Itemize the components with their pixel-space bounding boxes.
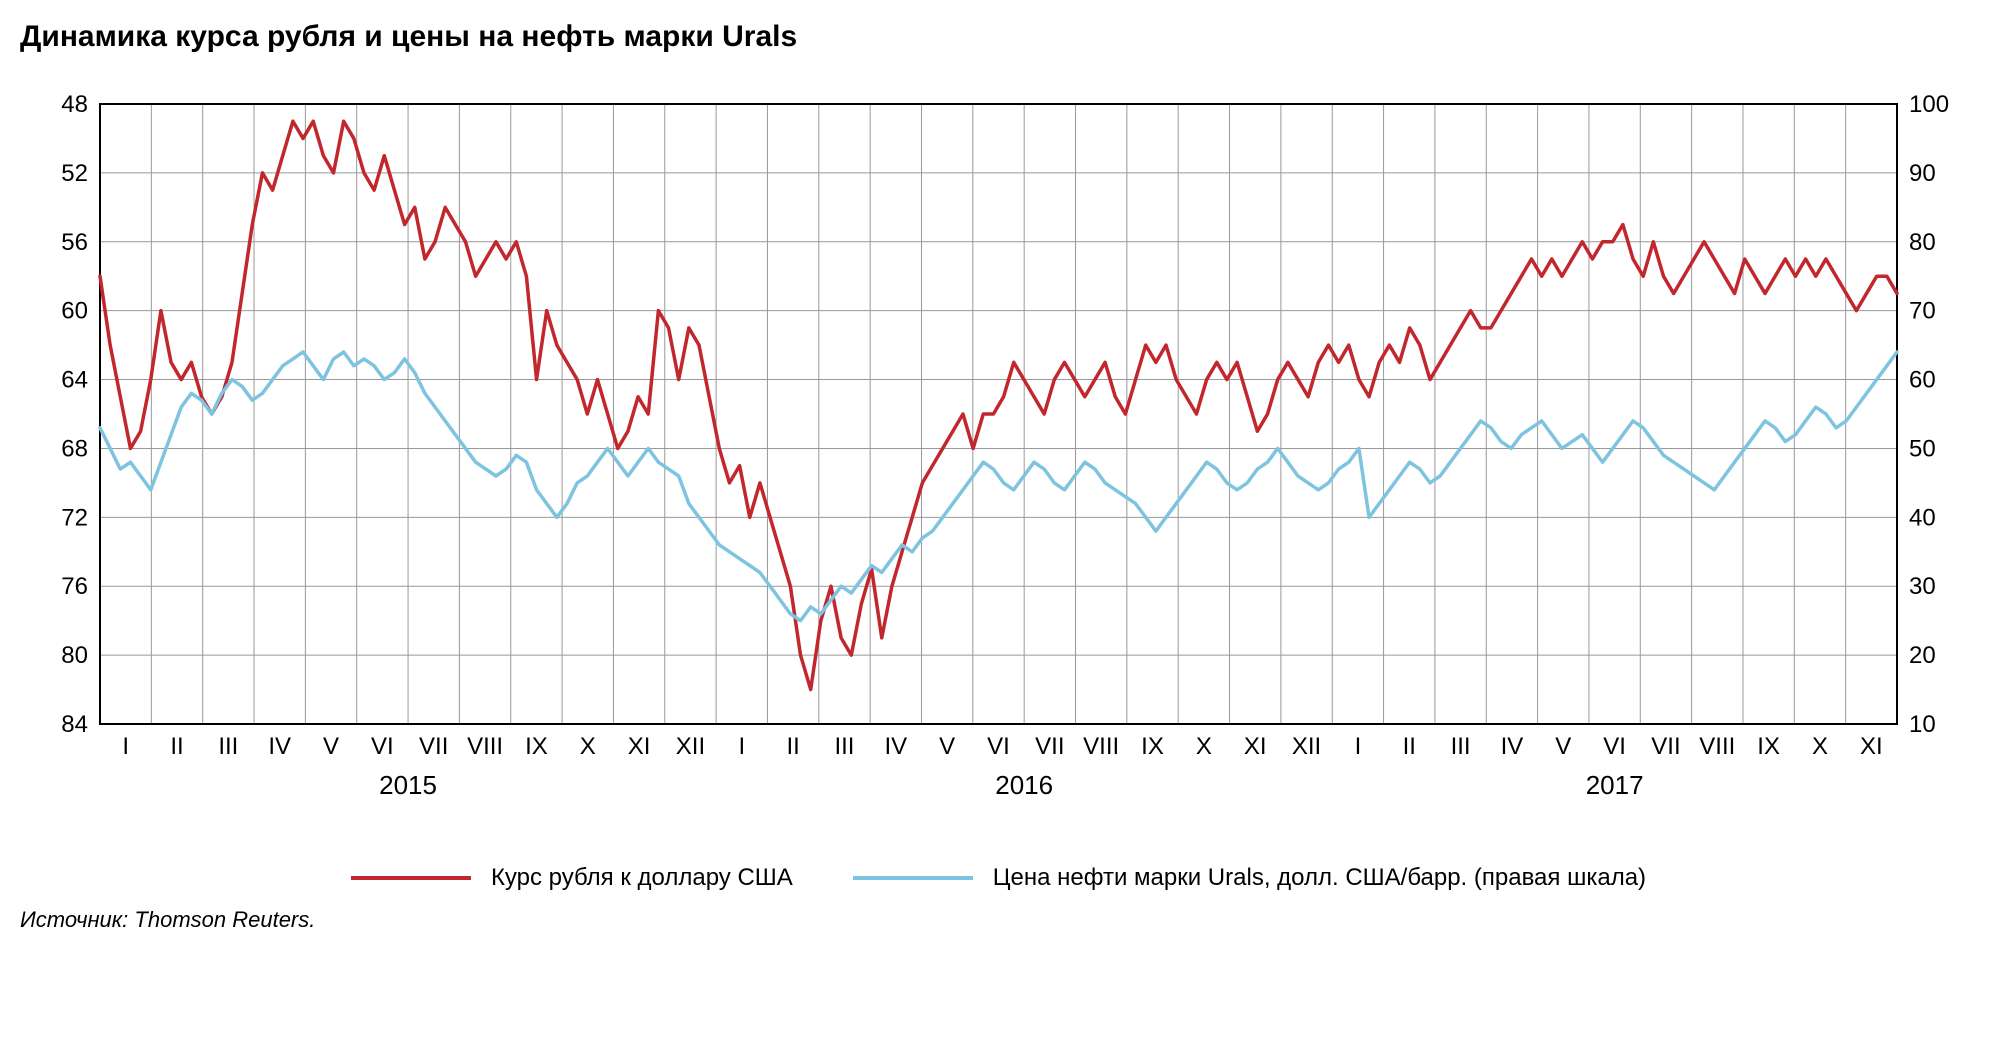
svg-text:V: V <box>939 733 955 760</box>
svg-text:90: 90 <box>1909 160 1936 187</box>
svg-text:IV: IV <box>1501 733 1524 760</box>
svg-text:X: X <box>1812 733 1828 760</box>
svg-text:2016: 2016 <box>995 770 1053 800</box>
svg-text:III: III <box>1451 733 1471 760</box>
legend-label-ruble: Курс рубля к доллару США <box>491 864 793 892</box>
chart-container: Динамика курса рубля и цены на нефть мар… <box>20 20 1977 933</box>
legend-item-ruble: Курс рубля к доллару США <box>351 864 793 892</box>
svg-text:2015: 2015 <box>379 770 437 800</box>
svg-text:XI: XI <box>1860 733 1883 760</box>
svg-text:70: 70 <box>1909 298 1936 325</box>
svg-text:30: 30 <box>1909 573 1936 600</box>
svg-text:II: II <box>786 733 799 760</box>
source-text: Источник: Thomson Reuters. <box>20 907 1977 933</box>
svg-text:IX: IX <box>525 733 548 760</box>
svg-text:I: I <box>122 733 129 760</box>
svg-text:II: II <box>170 733 183 760</box>
svg-text:VII: VII <box>1035 733 1064 760</box>
svg-text:IV: IV <box>268 733 291 760</box>
svg-text:VI: VI <box>987 733 1010 760</box>
svg-text:80: 80 <box>61 642 88 669</box>
svg-text:72: 72 <box>61 504 88 531</box>
legend-label-urals: Цена нефти марки Urals, долл. США/барр. … <box>993 864 1646 892</box>
svg-text:60: 60 <box>61 298 88 325</box>
svg-text:V: V <box>323 733 339 760</box>
svg-text:XI: XI <box>1244 733 1267 760</box>
svg-text:52: 52 <box>61 160 88 187</box>
svg-text:64: 64 <box>61 367 88 394</box>
legend-line-urals <box>853 876 973 880</box>
svg-text:80: 80 <box>1909 229 1936 256</box>
svg-text:20: 20 <box>1909 642 1936 669</box>
legend-line-ruble <box>351 876 471 880</box>
svg-text:XI: XI <box>628 733 651 760</box>
legend-item-urals: Цена нефти марки Urals, долл. США/барр. … <box>853 864 1646 892</box>
svg-text:68: 68 <box>61 435 88 462</box>
svg-text:IX: IX <box>1141 733 1164 760</box>
svg-text:56: 56 <box>61 229 88 256</box>
svg-text:VII: VII <box>1651 733 1680 760</box>
svg-text:VII: VII <box>419 733 448 760</box>
svg-text:84: 84 <box>61 711 88 738</box>
svg-text:VIII: VIII <box>1699 733 1735 760</box>
chart-title: Динамика курса рубля и цены на нефть мар… <box>20 20 1977 54</box>
svg-text:100: 100 <box>1909 91 1949 118</box>
svg-text:IV: IV <box>884 733 907 760</box>
svg-text:48: 48 <box>61 91 88 118</box>
svg-text:40: 40 <box>1909 504 1936 531</box>
svg-text:VIII: VIII <box>1083 733 1119 760</box>
svg-text:II: II <box>1403 733 1416 760</box>
svg-text:X: X <box>580 733 596 760</box>
svg-text:2017: 2017 <box>1586 770 1644 800</box>
svg-text:I: I <box>1355 733 1362 760</box>
svg-text:XII: XII <box>676 733 705 760</box>
svg-text:76: 76 <box>61 573 88 600</box>
svg-text:50: 50 <box>1909 435 1936 462</box>
svg-text:V: V <box>1555 733 1571 760</box>
svg-text:III: III <box>834 733 854 760</box>
svg-text:10: 10 <box>1909 711 1936 738</box>
svg-text:III: III <box>218 733 238 760</box>
svg-text:XII: XII <box>1292 733 1321 760</box>
svg-text:60: 60 <box>1909 367 1936 394</box>
chart-svg: 48 52 56 60 64 68 72 76 80 84 10 20 30 40 50 60 70 80 90 10… <box>20 84 1977 844</box>
svg-text:X: X <box>1196 733 1212 760</box>
svg-text:I: I <box>738 733 745 760</box>
svg-text:IX: IX <box>1757 733 1780 760</box>
svg-text:VI: VI <box>371 733 394 760</box>
svg-text:VI: VI <box>1603 733 1626 760</box>
svg-text:VIII: VIII <box>467 733 503 760</box>
legend: Курс рубля к доллару США Цена нефти марк… <box>20 864 1977 892</box>
